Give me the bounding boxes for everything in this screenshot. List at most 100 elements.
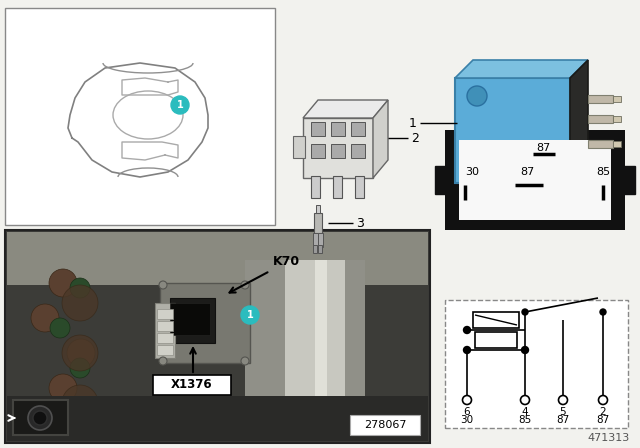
Circle shape — [67, 339, 95, 367]
Circle shape — [33, 411, 47, 425]
Text: 471313: 471313 — [588, 433, 630, 443]
Text: 3: 3 — [356, 216, 364, 229]
Bar — [311, 144, 325, 158]
Text: 85: 85 — [518, 415, 532, 425]
Bar — [350, 415, 420, 435]
Polygon shape — [373, 100, 388, 178]
Circle shape — [522, 309, 528, 315]
Bar — [621, 166, 635, 194]
Bar — [318, 233, 323, 247]
Text: 87: 87 — [556, 415, 570, 425]
Circle shape — [31, 304, 59, 332]
Circle shape — [70, 358, 90, 378]
Circle shape — [463, 346, 470, 353]
Text: 1: 1 — [177, 100, 184, 110]
Text: 1: 1 — [409, 116, 417, 129]
Circle shape — [598, 396, 607, 405]
Bar — [7, 396, 428, 441]
Circle shape — [171, 96, 189, 114]
Circle shape — [62, 335, 98, 371]
Circle shape — [70, 278, 90, 298]
Bar — [459, 140, 611, 220]
Circle shape — [159, 357, 167, 365]
Polygon shape — [570, 60, 588, 183]
Text: 6: 6 — [464, 407, 470, 417]
Bar — [445, 130, 625, 230]
Polygon shape — [303, 100, 388, 118]
Text: 85: 85 — [596, 167, 610, 177]
Circle shape — [241, 281, 249, 289]
Circle shape — [50, 398, 70, 418]
Bar — [475, 332, 517, 348]
Bar — [13, 400, 68, 435]
Circle shape — [241, 357, 249, 365]
Text: 5: 5 — [560, 407, 566, 417]
Bar — [315, 260, 327, 413]
Circle shape — [62, 285, 98, 321]
Bar — [355, 176, 364, 198]
Text: 4: 4 — [522, 407, 528, 417]
Text: X1376: X1376 — [171, 379, 213, 392]
Bar — [285, 260, 345, 413]
Bar — [170, 303, 210, 335]
Bar — [303, 118, 373, 178]
Bar — [5, 8, 275, 225]
Bar — [316, 205, 320, 213]
Text: 278067: 278067 — [364, 420, 406, 430]
Text: 30: 30 — [460, 415, 474, 425]
Bar — [588, 95, 613, 103]
Bar — [293, 136, 305, 158]
Bar — [314, 213, 322, 233]
Circle shape — [49, 269, 77, 297]
Text: 1: 1 — [246, 310, 253, 320]
Bar — [473, 312, 519, 328]
Text: 87: 87 — [536, 143, 550, 153]
Circle shape — [159, 281, 167, 289]
Circle shape — [28, 406, 52, 430]
Bar — [157, 333, 173, 343]
Bar — [157, 321, 173, 331]
Bar — [245, 260, 365, 413]
Circle shape — [49, 374, 77, 402]
Bar — [613, 116, 621, 122]
Bar — [170, 298, 215, 343]
Circle shape — [241, 306, 259, 324]
Bar — [313, 245, 317, 253]
Bar — [160, 283, 250, 363]
Circle shape — [31, 409, 59, 437]
Bar — [588, 140, 613, 148]
Text: 2: 2 — [600, 407, 606, 417]
Bar — [313, 233, 318, 247]
Bar — [331, 122, 345, 136]
Bar — [157, 345, 173, 355]
Bar — [613, 141, 621, 147]
Circle shape — [50, 318, 70, 338]
Bar — [311, 122, 325, 136]
Bar — [435, 166, 449, 194]
Text: 87: 87 — [596, 415, 610, 425]
Bar — [333, 176, 342, 198]
Bar — [153, 375, 231, 395]
Circle shape — [62, 385, 98, 421]
Text: K70: K70 — [273, 255, 300, 268]
Circle shape — [520, 396, 529, 405]
Text: 2: 2 — [411, 132, 419, 145]
Bar — [318, 245, 322, 253]
Text: 87: 87 — [520, 167, 534, 177]
Circle shape — [463, 327, 470, 333]
Circle shape — [600, 309, 606, 315]
Bar — [588, 115, 613, 123]
Bar — [351, 144, 365, 158]
Bar — [157, 309, 173, 319]
Circle shape — [463, 396, 472, 405]
Circle shape — [559, 396, 568, 405]
Bar — [7, 232, 428, 285]
Text: 30: 30 — [465, 167, 479, 177]
Circle shape — [522, 346, 529, 353]
Polygon shape — [455, 60, 588, 78]
Bar — [613, 96, 621, 102]
Bar — [5, 230, 430, 443]
Bar — [155, 303, 175, 358]
Bar — [351, 122, 365, 136]
Bar — [445, 300, 628, 428]
